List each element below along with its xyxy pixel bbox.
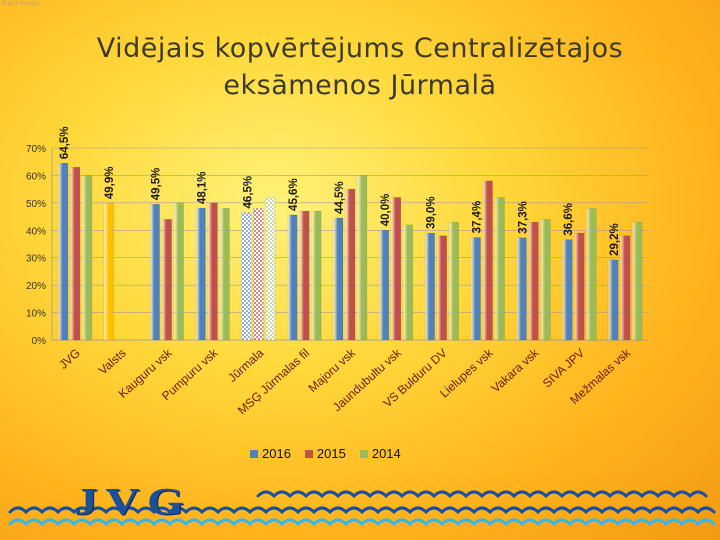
bar-2015 xyxy=(298,210,310,341)
bar-2015 xyxy=(482,180,493,341)
bar-2014 xyxy=(631,221,643,341)
legend-item-2014: 2014 xyxy=(359,446,401,461)
bar-2016 xyxy=(241,212,252,341)
watermark-text: Right design xyxy=(2,0,40,7)
bar-2015 xyxy=(69,166,81,341)
y-tick-label: 40% xyxy=(26,226,46,237)
y-tick-label: 50% xyxy=(26,199,46,210)
bar-2015 xyxy=(390,197,402,341)
data-label: 49,9% xyxy=(104,167,116,200)
legend-swatch-2016 xyxy=(250,449,258,458)
y-tick-label: 30% xyxy=(26,254,46,265)
y-tick-label: 0% xyxy=(32,336,47,347)
bar-2014 xyxy=(265,197,276,341)
bar-2015 xyxy=(573,232,585,341)
bar-2015 xyxy=(253,208,264,341)
bar-2016 xyxy=(149,203,160,341)
wave-decoration xyxy=(8,490,716,527)
bar-2016 xyxy=(57,162,69,341)
wave-line-middle xyxy=(8,506,716,515)
jvg-logo: JVG xyxy=(74,481,192,523)
data-label: 45,6% xyxy=(288,178,300,211)
bar-2014 xyxy=(402,224,414,341)
bar-2016 xyxy=(195,207,206,341)
bar-2016 xyxy=(378,230,390,341)
y-tick-label: 10% xyxy=(26,309,46,320)
data-label: 37,4% xyxy=(472,201,484,234)
bar-2014 xyxy=(81,175,93,341)
bar-2014 xyxy=(585,208,597,341)
bar-2016 xyxy=(607,259,619,341)
category-label: Jūrmala xyxy=(225,346,266,385)
bar-2016 xyxy=(424,232,435,341)
legend-swatch-2015 xyxy=(304,449,313,458)
bar-2014 xyxy=(173,202,184,341)
bar-2015 xyxy=(619,235,631,341)
bar-2016 xyxy=(103,202,115,341)
bar-2014 xyxy=(540,219,551,341)
bar-2014 xyxy=(310,210,322,341)
data-label: 64,5% xyxy=(59,126,71,159)
data-label: 46,5% xyxy=(242,176,254,209)
page-title: Vidējais kopvērtējums Centralizētajos ek… xyxy=(0,30,720,104)
data-label: 37,3% xyxy=(517,201,529,234)
legend-label-2016: 2016 xyxy=(262,446,291,461)
y-tick-label: 20% xyxy=(26,281,46,292)
bar-2016 xyxy=(332,217,344,341)
legend-item-2016: 2016 xyxy=(250,446,291,461)
bar-2016 xyxy=(516,237,527,341)
chart-legend: 2016 2015 2014 xyxy=(250,446,450,461)
title-line-2: eksāmenos Jūrmalā xyxy=(223,70,497,101)
bar-2014 xyxy=(356,175,368,341)
legend-item-2015: 2015 xyxy=(304,446,346,461)
data-label: 36,6% xyxy=(563,203,575,236)
bar-2014 xyxy=(219,208,230,341)
category-label: Valsts xyxy=(96,346,129,378)
bar-2016 xyxy=(286,214,298,341)
bar-2015 xyxy=(344,188,356,341)
data-label: 44,5% xyxy=(334,181,346,214)
data-label: 39,0% xyxy=(426,196,438,229)
wave-line-bottom xyxy=(8,518,716,527)
bar-2014 xyxy=(448,221,459,341)
bar-2015 xyxy=(436,235,447,341)
bar-2016 xyxy=(561,239,573,341)
bar-2015 xyxy=(161,219,172,341)
data-label: 40,0% xyxy=(380,194,392,227)
bar-2016 xyxy=(470,237,481,341)
wave-line-top xyxy=(256,490,708,499)
bar-2015 xyxy=(528,221,539,341)
category-label: JVG xyxy=(56,346,83,372)
title-line-1: Vidējais kopvērtējums Centralizētajos xyxy=(96,33,624,64)
legend-label-2014: 2014 xyxy=(371,446,401,461)
bar-2015 xyxy=(207,202,218,341)
data-label: 29,2% xyxy=(609,223,621,256)
y-tick-label: 60% xyxy=(26,171,46,182)
legend-swatch-2014 xyxy=(359,449,368,458)
legend-label-2015: 2015 xyxy=(316,446,346,461)
y-tick-label: 70% xyxy=(26,144,46,155)
data-label: 48,1% xyxy=(196,171,208,204)
data-label: 49,5% xyxy=(151,168,163,201)
bar-chart: 0% 10% 20% 30% 40% 50% 60% 70% 64,5% JVG 49,9% Vals… xyxy=(26,126,648,417)
category-label: Vakara vsk xyxy=(489,345,543,395)
bar-2014 xyxy=(494,197,505,341)
